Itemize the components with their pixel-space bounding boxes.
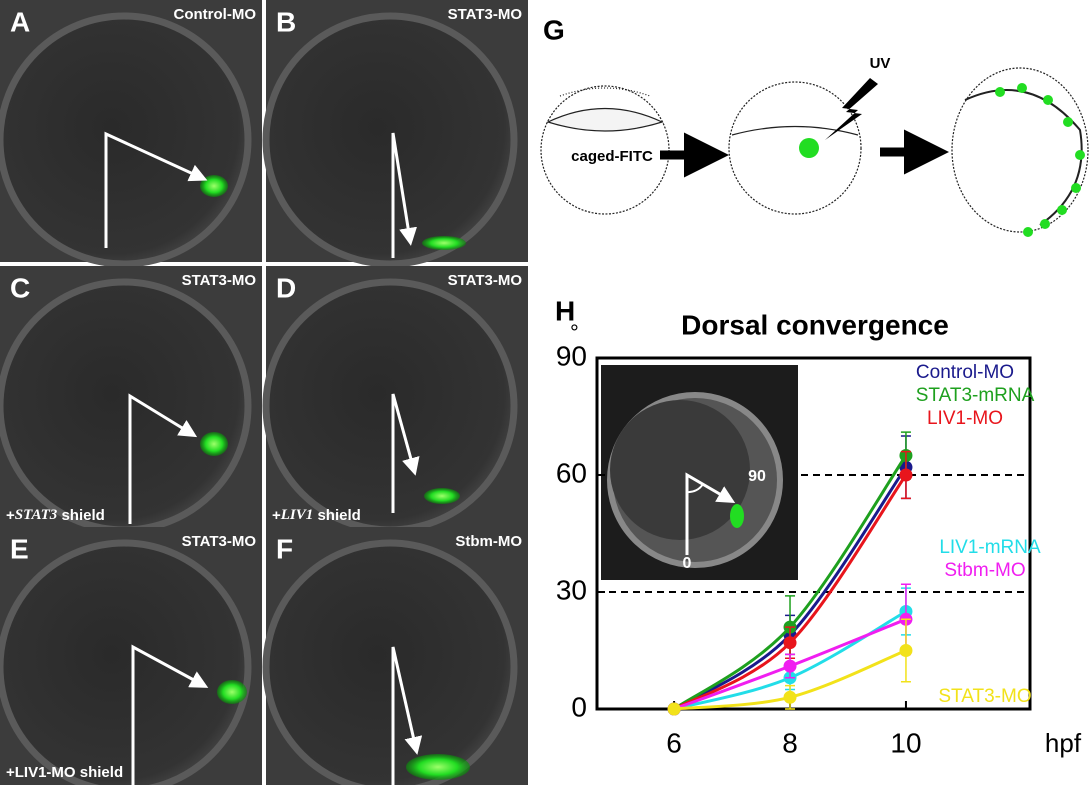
- image-panel: A Control-MO: [0, 0, 262, 264]
- x-tick-label: 10: [890, 727, 921, 758]
- panel-letter: G: [543, 14, 565, 45]
- diagram: G caged-FITC UV: [541, 14, 1088, 237]
- fluorescent-cells: [200, 175, 228, 197]
- embryo: [266, 16, 514, 264]
- legend-entry: STAT3-MO: [938, 686, 1031, 707]
- panel-label: STAT3-MO: [448, 272, 523, 289]
- data-point: [668, 703, 681, 716]
- panel-label: STAT3-MO: [448, 6, 523, 23]
- panel-letter: E: [10, 533, 29, 564]
- caption-part: +LIV1-MO shield: [6, 764, 123, 781]
- panel-label: STAT3-MO: [182, 272, 257, 289]
- data-point: [899, 469, 912, 482]
- caption-part: LIV1: [280, 507, 314, 523]
- y-tick-label: 30: [556, 574, 587, 605]
- data-point: [784, 660, 797, 673]
- panel-caption: +LIV1 shield: [272, 507, 361, 524]
- x-axis-label: hpf: [1045, 728, 1082, 758]
- panel-label: STAT3-MO: [182, 533, 257, 550]
- data-point: [784, 636, 797, 649]
- panel-letter: F: [276, 533, 293, 564]
- figure: AControl-MOBSTAT3-MOCSTAT3-MO+STAT3 shie…: [0, 0, 1092, 785]
- embryo: [266, 543, 514, 785]
- panel-letter: A: [10, 6, 30, 37]
- chart-title: Dorsal convergence: [681, 309, 949, 340]
- x-tick-label: 8: [782, 727, 798, 758]
- y-tick-label: 90: [556, 340, 587, 371]
- panel-caption: +STAT3 shield: [6, 507, 105, 524]
- uncaged-spot: [799, 138, 819, 158]
- chart: H ° Dorsal convergence hpf 90 0 03060906…: [555, 295, 1082, 758]
- caption-part: shield: [57, 507, 105, 524]
- data-point: [784, 691, 797, 704]
- caption-part: +: [272, 507, 281, 524]
- y-tick-label: 60: [556, 457, 587, 488]
- diagram-label: caged-FITC: [571, 148, 653, 165]
- image-panel: D STAT3-MO +LIV1 shield: [266, 266, 528, 530]
- embryo: [266, 282, 514, 530]
- embryo: [0, 543, 248, 785]
- image-panel: F Stbm-MO: [266, 527, 528, 785]
- caption-part: +: [6, 507, 15, 524]
- legend-entry: LIV1-MO: [927, 408, 1003, 429]
- y-tick-label: 0: [571, 691, 587, 722]
- fluorescent-cells: [424, 488, 460, 504]
- inset: 90 0: [601, 365, 798, 580]
- panel-label: Stbm-MO: [455, 533, 522, 550]
- caption-part: STAT3: [15, 507, 58, 523]
- image-panel: C STAT3-MO +STAT3 shield: [0, 266, 262, 530]
- fluorescent-cells: [217, 680, 247, 704]
- panel-caption: +LIV1-MO shield: [6, 764, 123, 781]
- fluorescent-cells: [406, 754, 470, 780]
- data-point: [899, 644, 912, 657]
- x-tick-label: 6: [666, 727, 682, 758]
- panel-letter: C: [10, 272, 30, 303]
- caption-part: shield: [313, 507, 361, 524]
- image-panel: E STAT3-MO +LIV1-MO shield: [0, 527, 262, 785]
- legend-entry: Stbm-MO: [944, 560, 1025, 581]
- embryo: [0, 16, 248, 264]
- legend-entry: Control-MO: [916, 362, 1014, 383]
- inset-label: 0: [683, 555, 692, 572]
- fluorescent-cells: [422, 236, 466, 250]
- embryo: [0, 282, 248, 530]
- diagram-label: UV: [870, 55, 891, 72]
- panel-letter: B: [276, 6, 296, 37]
- legend-entry: STAT3-mRNA: [916, 385, 1035, 406]
- fluorescent-cells: [200, 432, 228, 456]
- panel-letter: D: [276, 272, 296, 303]
- image-panel: B STAT3-MO: [266, 0, 528, 264]
- legend-entry: LIV1-mRNA: [939, 537, 1041, 558]
- panel-label: Control-MO: [174, 6, 257, 23]
- inset-label: 90: [748, 468, 766, 485]
